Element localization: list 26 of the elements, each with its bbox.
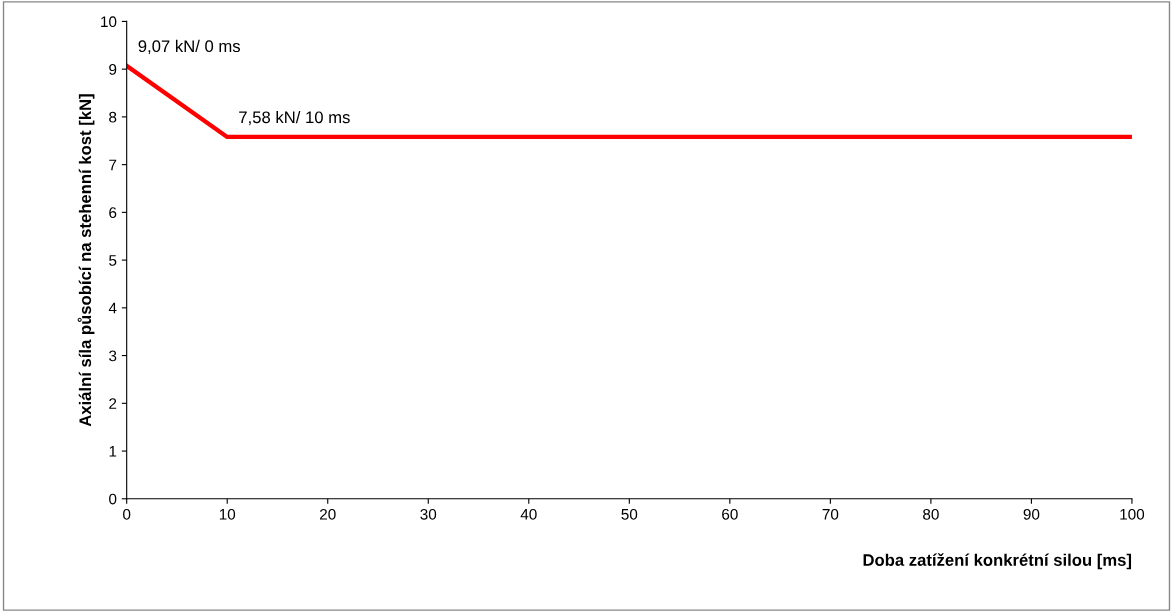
y-tick-label: 4 [108, 302, 117, 314]
y-tick-label: 0 [109, 493, 117, 505]
y-tick-label: 1 [109, 446, 117, 457]
x-tick-label: 70 [822, 508, 839, 520]
y-tick-label: 3 [109, 350, 117, 362]
x-tick-label: 60 [722, 508, 738, 520]
x-tick-label: 40 [520, 508, 537, 520]
y-tick-label: 7 [109, 159, 117, 171]
y-tick-label: 5 [109, 255, 117, 266]
x-tick-label: 0 [123, 508, 131, 520]
x-tick-label: 90 [1023, 508, 1040, 520]
annotation: 9,07 kN/ 0 ms [138, 39, 241, 55]
y-tick-label: 10 [101, 16, 117, 28]
x-tick-label: 30 [420, 508, 437, 520]
annotation: 7,58 kN/ 10 ms [239, 110, 350, 126]
x-tick-label: 50 [621, 508, 638, 520]
x-tick-label: 100 [1120, 508, 1145, 520]
x-axis-title: Doba zatížení konkrétní silou [ms] [863, 553, 1132, 570]
x-tick-label: 10 [219, 508, 236, 520]
y-axis-title: Axiální síla působící na stehenní kost [kN] [77, 94, 95, 427]
y-tick-label: 9 [109, 64, 117, 75]
y-tick-label: 2 [109, 398, 117, 409]
x-tick-label: 20 [320, 508, 336, 520]
y-tick-label: 8 [109, 111, 117, 123]
x-tick-label: 80 [923, 508, 939, 520]
y-tick-label: 6 [109, 207, 117, 219]
